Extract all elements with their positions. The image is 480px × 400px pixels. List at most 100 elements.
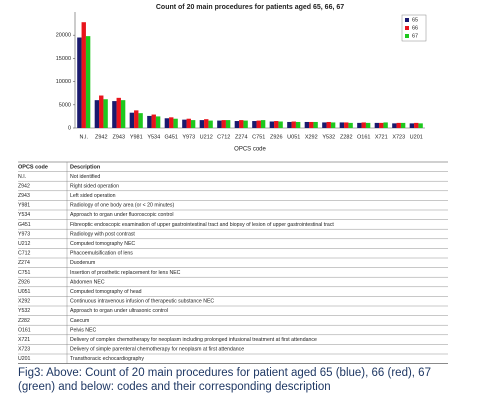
bar	[164, 118, 170, 128]
caption: Fig3: Above: Count of 20 main procedures…	[18, 367, 431, 393]
table-cell: Z926	[18, 279, 30, 285]
bar	[190, 120, 196, 128]
bar	[85, 36, 91, 128]
table-cell: Phacoemulsification of lens	[70, 251, 133, 257]
bar	[374, 122, 380, 128]
bar	[112, 101, 117, 128]
bar	[116, 97, 121, 128]
table-cell: C751	[18, 270, 31, 276]
x-tick-label: C712	[217, 134, 230, 140]
bar	[103, 99, 108, 128]
x-tick-label: Y534	[147, 134, 160, 140]
x-tick-label: X292	[305, 134, 318, 140]
table-cell: Continuous intravenous infusion of thera…	[70, 299, 214, 305]
table-cell: Delivery of complex chemotherapy for neo…	[70, 337, 317, 343]
table-cell: Z282	[18, 318, 30, 324]
bar	[291, 121, 296, 128]
y-tick-label: 20000	[56, 33, 71, 39]
table-cell: Fibreoptic endoscopic examination of upp…	[70, 222, 334, 228]
bar	[99, 95, 104, 128]
bar	[414, 122, 419, 128]
table-cell: Computed tomography NEC	[70, 241, 135, 247]
x-tick-label: Y532	[322, 134, 335, 140]
table-cell: Insertion of prosthetic replacement for …	[70, 270, 181, 276]
table-cell: Abdomen NEC	[70, 279, 105, 285]
bar	[199, 120, 205, 128]
bar	[173, 118, 178, 128]
x-tick-label: G451	[165, 134, 178, 140]
table-cell: Transthoracic echocardiography	[70, 356, 144, 362]
table-cell: U051	[18, 289, 31, 295]
table-cell: Not identified	[70, 174, 100, 180]
bar	[287, 121, 292, 128]
table-cell: Z274	[18, 260, 30, 266]
bar	[309, 121, 314, 128]
bar	[295, 121, 301, 128]
table-cell: Approach to organ under fluoroscopic con…	[70, 212, 174, 218]
bar	[348, 122, 353, 128]
table-cell: Z942	[18, 183, 30, 189]
table-cell: Y973	[18, 231, 30, 237]
y-tick-label: 10000	[56, 79, 71, 85]
table-cell: Caecum	[70, 318, 89, 324]
bar	[304, 121, 310, 128]
x-tick-label: C751	[252, 134, 265, 140]
bar	[313, 121, 318, 128]
bar	[365, 122, 371, 128]
bar	[379, 122, 384, 128]
bar	[94, 100, 100, 128]
bar	[243, 120, 248, 128]
bar	[392, 123, 397, 128]
bar	[322, 122, 327, 128]
bar	[330, 122, 336, 128]
x-tick-label: X723	[392, 134, 405, 140]
bar	[339, 122, 345, 128]
table-cell: U201	[18, 356, 31, 362]
table-cell: Duodenum	[70, 260, 95, 266]
x-tick-label: Z942	[95, 134, 108, 140]
bar	[138, 113, 143, 128]
legend-swatch	[405, 26, 409, 30]
bar	[221, 120, 226, 128]
chart: Count of 20 main procedures for patients…	[18, 4, 448, 364]
bar	[326, 121, 331, 128]
bar	[217, 120, 222, 128]
table-cell: Computed tomography of head	[70, 289, 142, 295]
bar	[155, 116, 161, 128]
bar	[344, 122, 349, 128]
table-cell: Y534	[18, 212, 30, 218]
bar	[169, 117, 174, 128]
bar	[129, 112, 135, 128]
table-cell: Delivery of simple parenteral chemothera…	[70, 347, 244, 353]
bar	[234, 121, 240, 128]
table-cell: Left sided operation	[70, 193, 116, 199]
table-cell: Y532	[18, 308, 30, 314]
table-cell: Right sided operation	[70, 183, 119, 189]
bar	[361, 122, 366, 128]
y-tick-label: 15000	[56, 56, 71, 62]
table-cell: O161	[18, 327, 31, 333]
table-cell: U212	[18, 241, 31, 247]
table-cell: Approach to organ under ultrasonic contr…	[70, 308, 168, 314]
table-cell: G451	[18, 222, 31, 228]
x-tick-label: O161	[357, 134, 370, 140]
legend-label: 66	[412, 25, 418, 31]
bar	[269, 121, 275, 128]
x-tick-label: X721	[375, 134, 388, 140]
bar	[274, 121, 279, 128]
table-cell: Z943	[18, 193, 30, 199]
table-cell: Y981	[18, 203, 30, 209]
x-tick-label: Z943	[112, 134, 125, 140]
x-tick-label: Z926	[270, 134, 283, 140]
x-tick-label: Z282	[340, 134, 353, 140]
table-cell: Radiology of one body area (or < 20 minu…	[70, 203, 175, 209]
bar	[186, 118, 191, 128]
bar	[239, 120, 244, 128]
x-tick-label: U212	[200, 134, 213, 140]
bar	[396, 122, 401, 128]
bar	[204, 119, 209, 128]
table-header: OPCS code	[18, 164, 48, 170]
table-cell: N.I.	[18, 174, 26, 180]
bar	[256, 120, 261, 128]
x-tick-label: N.I.	[79, 134, 88, 140]
